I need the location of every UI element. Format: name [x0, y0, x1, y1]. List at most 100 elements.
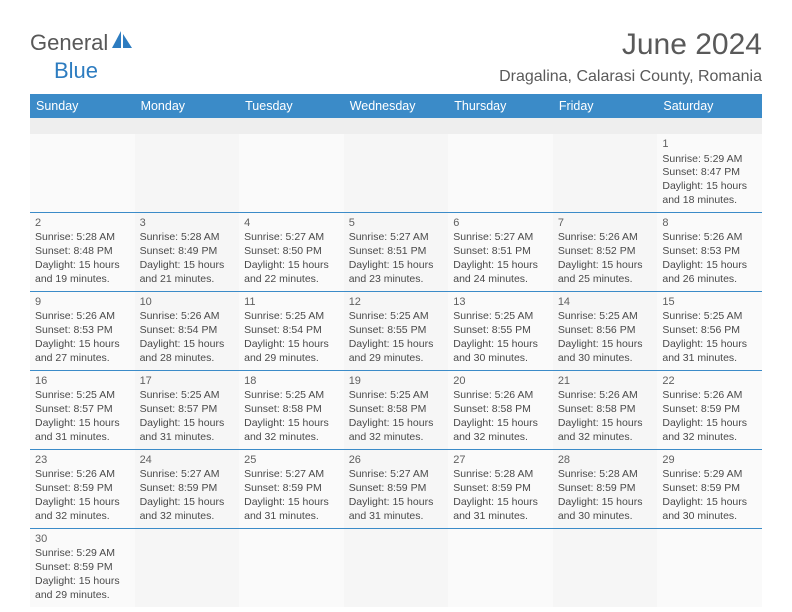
sunset-line: Sunset: 8:59 PM	[662, 403, 757, 417]
day-cell: 8Sunrise: 5:26 AMSunset: 8:53 PMDaylight…	[657, 212, 762, 291]
sunset-line: Sunset: 8:57 PM	[140, 403, 235, 417]
sunset-line: Sunset: 8:58 PM	[349, 403, 444, 417]
daylight-line: Daylight: 15 hours and 30 minutes.	[453, 338, 548, 366]
sunrise-line: Sunrise: 5:27 AM	[140, 468, 235, 482]
location: Dragalina, Calarasi County, Romania	[499, 68, 762, 86]
sunrise-line: Sunrise: 5:27 AM	[244, 231, 339, 245]
day-cell: 4Sunrise: 5:27 AMSunset: 8:50 PMDaylight…	[239, 212, 344, 291]
sunrise-line: Sunrise: 5:29 AM	[662, 468, 757, 482]
sunset-line: Sunset: 8:59 PM	[453, 482, 548, 496]
daylight-line: Daylight: 15 hours and 32 minutes.	[558, 417, 653, 445]
daylight-line: Daylight: 15 hours and 32 minutes.	[140, 496, 235, 524]
day-number: 1	[662, 137, 757, 152]
day-number: 13	[453, 295, 548, 310]
day-number: 20	[453, 374, 548, 389]
day-number: 12	[349, 295, 444, 310]
sunrise-line: Sunrise: 5:28 AM	[453, 468, 548, 482]
day-number: 30	[35, 532, 130, 547]
col-thursday: Thursday	[448, 94, 553, 118]
sunset-line: Sunset: 8:58 PM	[558, 403, 653, 417]
sunset-line: Sunset: 8:53 PM	[662, 245, 757, 259]
day-cell: 29Sunrise: 5:29 AMSunset: 8:59 PMDayligh…	[657, 449, 762, 528]
daylight-line: Daylight: 15 hours and 24 minutes.	[453, 259, 548, 287]
sunrise-line: Sunrise: 5:25 AM	[349, 389, 444, 403]
day-cell	[239, 134, 344, 212]
sunrise-line: Sunrise: 5:25 AM	[244, 389, 339, 403]
sunrise-line: Sunrise: 5:27 AM	[244, 468, 339, 482]
day-cell: 5Sunrise: 5:27 AMSunset: 8:51 PMDaylight…	[344, 212, 449, 291]
logo-text-blue-wrap: Blue	[54, 58, 98, 84]
calendar-table: Sunday Monday Tuesday Wednesday Thursday…	[30, 94, 762, 607]
day-cell	[448, 528, 553, 606]
daylight-line: Daylight: 15 hours and 31 minutes.	[244, 496, 339, 524]
sunrise-line: Sunrise: 5:25 AM	[140, 389, 235, 403]
daylight-line: Daylight: 15 hours and 31 minutes.	[349, 496, 444, 524]
day-number: 21	[558, 374, 653, 389]
day-cell: 19Sunrise: 5:25 AMSunset: 8:58 PMDayligh…	[344, 370, 449, 449]
sunset-line: Sunset: 8:59 PM	[349, 482, 444, 496]
day-cell: 23Sunrise: 5:26 AMSunset: 8:59 PMDayligh…	[30, 449, 135, 528]
col-sunday: Sunday	[30, 94, 135, 118]
sunset-line: Sunset: 8:59 PM	[140, 482, 235, 496]
sunset-line: Sunset: 8:53 PM	[35, 324, 130, 338]
day-number: 17	[140, 374, 235, 389]
day-cell: 28Sunrise: 5:28 AMSunset: 8:59 PMDayligh…	[553, 449, 658, 528]
day-cell: 13Sunrise: 5:25 AMSunset: 8:55 PMDayligh…	[448, 291, 553, 370]
day-cell	[448, 134, 553, 212]
day-cell: 27Sunrise: 5:28 AMSunset: 8:59 PMDayligh…	[448, 449, 553, 528]
sunset-line: Sunset: 8:48 PM	[35, 245, 130, 259]
day-number: 19	[349, 374, 444, 389]
sunset-line: Sunset: 8:59 PM	[244, 482, 339, 496]
col-friday: Friday	[553, 94, 658, 118]
day-cell: 2Sunrise: 5:28 AMSunset: 8:48 PMDaylight…	[30, 212, 135, 291]
day-number: 18	[244, 374, 339, 389]
sunrise-line: Sunrise: 5:26 AM	[35, 310, 130, 324]
week-row: 30Sunrise: 5:29 AMSunset: 8:59 PMDayligh…	[30, 528, 762, 606]
daylight-line: Daylight: 15 hours and 22 minutes.	[244, 259, 339, 287]
day-cell: 17Sunrise: 5:25 AMSunset: 8:57 PMDayligh…	[135, 370, 240, 449]
day-number: 22	[662, 374, 757, 389]
sunrise-line: Sunrise: 5:25 AM	[662, 310, 757, 324]
day-cell	[30, 134, 135, 212]
sunrise-line: Sunrise: 5:27 AM	[349, 468, 444, 482]
sunrise-line: Sunrise: 5:26 AM	[140, 310, 235, 324]
daylight-line: Daylight: 15 hours and 31 minutes.	[453, 496, 548, 524]
sunrise-line: Sunrise: 5:27 AM	[453, 231, 548, 245]
col-wednesday: Wednesday	[344, 94, 449, 118]
day-number: 2	[35, 216, 130, 231]
daylight-line: Daylight: 15 hours and 30 minutes.	[558, 338, 653, 366]
calendar-body: 1Sunrise: 5:29 AMSunset: 8:47 PMDaylight…	[30, 118, 762, 607]
day-cell: 12Sunrise: 5:25 AMSunset: 8:55 PMDayligh…	[344, 291, 449, 370]
day-header-row: Sunday Monday Tuesday Wednesday Thursday…	[30, 94, 762, 118]
sunrise-line: Sunrise: 5:26 AM	[662, 389, 757, 403]
daylight-line: Daylight: 15 hours and 29 minutes.	[244, 338, 339, 366]
sunset-line: Sunset: 8:51 PM	[453, 245, 548, 259]
day-cell	[344, 528, 449, 606]
sunset-line: Sunset: 8:54 PM	[140, 324, 235, 338]
week-row: 1Sunrise: 5:29 AMSunset: 8:47 PMDaylight…	[30, 134, 762, 212]
sunset-line: Sunset: 8:52 PM	[558, 245, 653, 259]
daylight-line: Daylight: 15 hours and 21 minutes.	[140, 259, 235, 287]
sunset-line: Sunset: 8:59 PM	[35, 482, 130, 496]
daylight-line: Daylight: 15 hours and 23 minutes.	[349, 259, 444, 287]
sunset-line: Sunset: 8:55 PM	[453, 324, 548, 338]
day-cell: 14Sunrise: 5:25 AMSunset: 8:56 PMDayligh…	[553, 291, 658, 370]
sunrise-line: Sunrise: 5:29 AM	[662, 153, 757, 167]
day-number: 26	[349, 453, 444, 468]
sunrise-line: Sunrise: 5:25 AM	[558, 310, 653, 324]
day-number: 25	[244, 453, 339, 468]
day-cell: 9Sunrise: 5:26 AMSunset: 8:53 PMDaylight…	[30, 291, 135, 370]
sunrise-line: Sunrise: 5:26 AM	[35, 468, 130, 482]
day-cell	[135, 528, 240, 606]
day-number: 6	[453, 216, 548, 231]
sunset-line: Sunset: 8:58 PM	[453, 403, 548, 417]
daylight-line: Daylight: 15 hours and 32 minutes.	[35, 496, 130, 524]
day-cell: 22Sunrise: 5:26 AMSunset: 8:59 PMDayligh…	[657, 370, 762, 449]
week-row: 2Sunrise: 5:28 AMSunset: 8:48 PMDaylight…	[30, 212, 762, 291]
day-number: 11	[244, 295, 339, 310]
day-number: 16	[35, 374, 130, 389]
title-block: June 2024 Dragalina, Calarasi County, Ro…	[499, 28, 762, 86]
sunrise-line: Sunrise: 5:28 AM	[558, 468, 653, 482]
day-cell	[135, 134, 240, 212]
sunset-line: Sunset: 8:55 PM	[349, 324, 444, 338]
